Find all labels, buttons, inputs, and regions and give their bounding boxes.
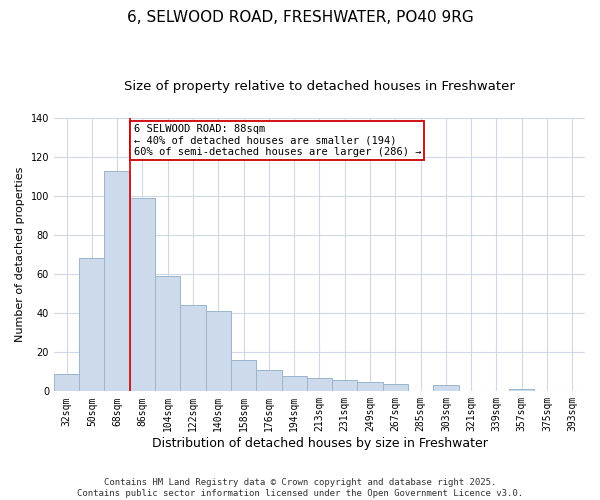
Bar [307, 378, 332, 392]
Bar [509, 390, 535, 392]
Bar [281, 376, 307, 392]
Y-axis label: Number of detached properties: Number of detached properties [15, 167, 25, 342]
Bar [383, 384, 408, 392]
Bar [433, 386, 458, 392]
Bar [104, 170, 130, 392]
Text: 6 SELWOOD ROAD: 88sqm
← 40% of detached houses are smaller (194)
60% of semi-det: 6 SELWOOD ROAD: 88sqm ← 40% of detached … [134, 124, 421, 157]
Bar [256, 370, 281, 392]
X-axis label: Distribution of detached houses by size in Freshwater: Distribution of detached houses by size … [152, 437, 487, 450]
Bar [231, 360, 256, 392]
Bar [181, 306, 206, 392]
Title: Size of property relative to detached houses in Freshwater: Size of property relative to detached ho… [124, 80, 515, 93]
Bar [206, 311, 231, 392]
Text: Contains HM Land Registry data © Crown copyright and database right 2025.
Contai: Contains HM Land Registry data © Crown c… [77, 478, 523, 498]
Bar [54, 374, 79, 392]
Bar [130, 198, 155, 392]
Bar [79, 258, 104, 392]
Bar [332, 380, 358, 392]
Text: 6, SELWOOD ROAD, FRESHWATER, PO40 9RG: 6, SELWOOD ROAD, FRESHWATER, PO40 9RG [127, 10, 473, 25]
Bar [155, 276, 181, 392]
Bar [358, 382, 383, 392]
